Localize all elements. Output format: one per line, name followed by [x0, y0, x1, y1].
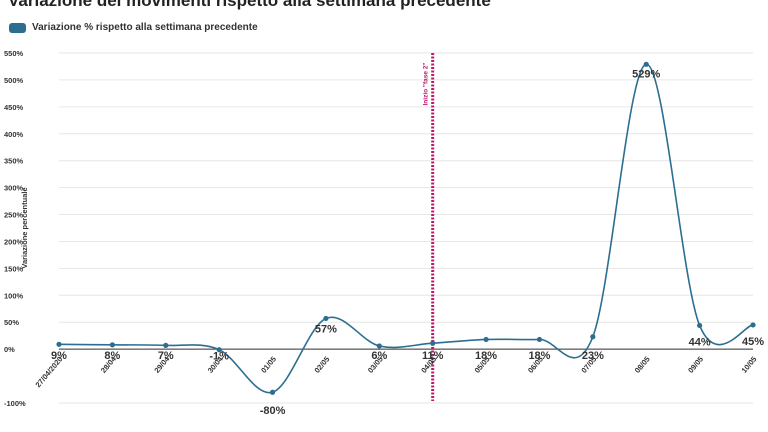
y-tick-label: -100%	[4, 399, 26, 408]
data-point	[269, 389, 276, 395]
y-tick-label: 350%	[4, 157, 24, 166]
data-point	[376, 343, 382, 349]
y-tick-label: 100%	[4, 291, 24, 300]
data-label: 45%	[742, 336, 764, 348]
data-point	[216, 347, 222, 353]
data-label: 6%	[371, 350, 387, 362]
y-tick-label: 550%	[4, 49, 24, 58]
series-line	[58, 63, 754, 394]
data-label: 7%	[158, 350, 174, 362]
x-tick-label: 08/05	[633, 355, 652, 375]
y-axis-title: Variazione percentuale	[20, 187, 29, 268]
x-tick-label: 02/05	[312, 355, 331, 375]
data-point	[536, 336, 543, 343]
data-point	[697, 322, 703, 329]
data-point	[750, 322, 756, 328]
legend: Variazione % rispetto alla settimana pre…	[9, 22, 258, 33]
data-label: -1%	[209, 351, 229, 363]
x-tick-label: 01/05	[259, 355, 278, 375]
data-label: 23%	[582, 350, 604, 362]
y-tick-label: 450%	[4, 103, 24, 112]
legend-label: Variazione % rispetto alla settimana pre…	[32, 22, 258, 33]
data-label: 8%	[104, 350, 120, 362]
data-label: 18%	[528, 350, 550, 362]
data-point	[163, 342, 169, 348]
data-label: 44%	[689, 336, 711, 348]
annotation-label: Inizio "fase 2"	[423, 62, 430, 105]
y-tick-label: 50%	[4, 318, 19, 327]
data-label: 529%	[632, 68, 660, 80]
x-tick-label: 09/05	[686, 355, 705, 375]
data-point	[430, 340, 436, 346]
data-point	[643, 61, 649, 67]
x-tick-label: 10/05	[740, 355, 759, 375]
data-point	[323, 315, 329, 322]
data-label: 18%	[475, 350, 497, 362]
y-tick-label: 400%	[4, 130, 24, 139]
y-tick-label: 200%	[4, 237, 24, 246]
legend-swatch	[9, 22, 26, 33]
y-tick-label: 250%	[4, 211, 24, 220]
data-label: -80%	[260, 405, 286, 417]
data-label: 57%	[315, 323, 337, 335]
chart-title: Variazione dei movimenti rispetto alla s…	[8, 0, 491, 10]
x-tick-label: 27/04/2020	[34, 355, 65, 390]
data-label: 9%	[51, 350, 67, 362]
data-point	[109, 342, 115, 348]
y-tick-label: 150%	[4, 264, 24, 273]
data-point	[483, 336, 489, 343]
y-tick-label: 0%	[4, 345, 15, 354]
data-label: 11%	[422, 350, 444, 362]
data-point	[590, 334, 596, 340]
data-point	[56, 341, 62, 347]
y-tick-label: 300%	[4, 184, 24, 193]
y-tick-label: 500%	[4, 76, 24, 85]
